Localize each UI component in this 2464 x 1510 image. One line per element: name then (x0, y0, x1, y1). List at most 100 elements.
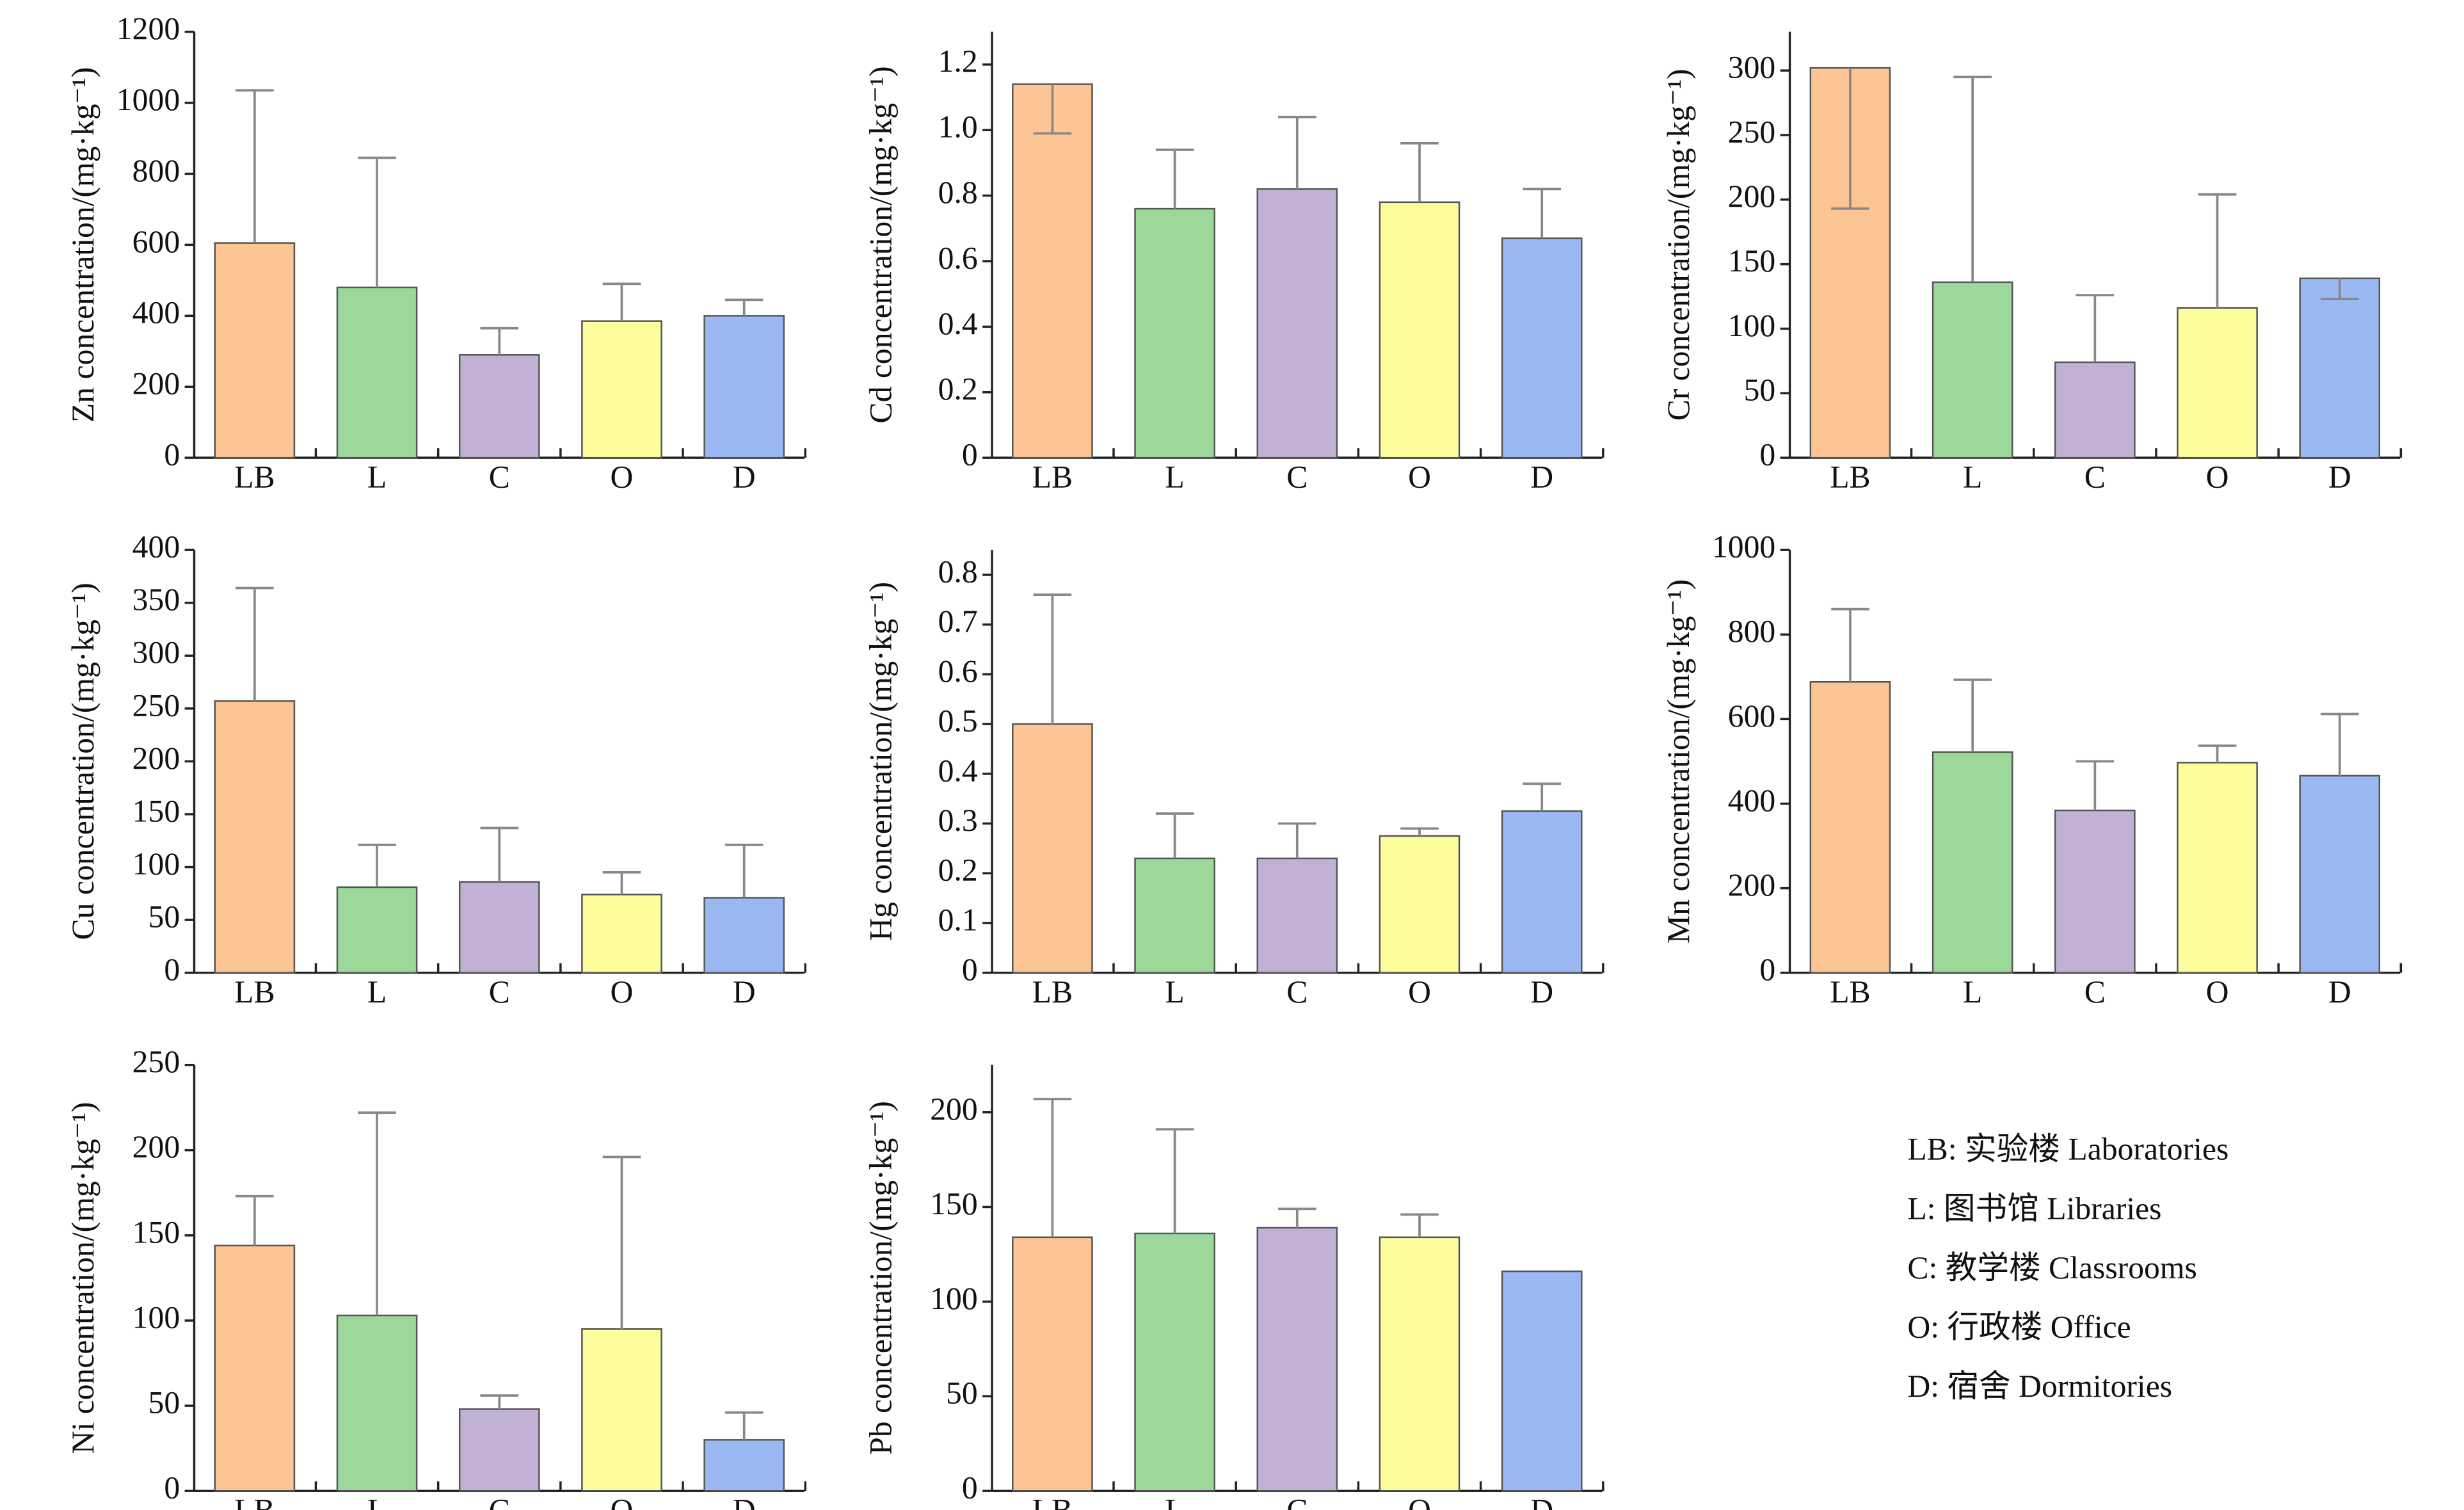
y-tick-label: 0.4 (938, 306, 978, 341)
y-tick-label: 100 (930, 1281, 977, 1316)
panel: 0 50 100 150 200 250 LB L C O D Ni concentration/(m… (65, 1044, 807, 1510)
legend-entry: LB: 实验楼 Laboratories (1907, 1132, 2228, 1167)
bar (703, 1439, 785, 1492)
legend-entry: O: 行政楼 Office (1907, 1310, 2131, 1345)
x-tick-label: O (2206, 974, 2229, 1009)
error-bar (1953, 679, 1992, 752)
bar (581, 1328, 662, 1492)
y-tick-label: 300 (132, 635, 180, 670)
bar (2054, 361, 2136, 459)
y-tick-label: 800 (1728, 614, 1775, 649)
x-tick-label: D (2328, 459, 2351, 494)
x-tick-label: LB (1830, 459, 1870, 494)
y-tick-label: 400 (1728, 783, 1775, 818)
y-tick-label: 400 (132, 529, 180, 565)
x-tick-label: C (1286, 1492, 1308, 1510)
y-tick-label: 0 (164, 1470, 180, 1506)
error-bar (358, 844, 396, 887)
bar (1932, 751, 2013, 974)
y-tick-label: 200 (132, 741, 180, 776)
bar (458, 1408, 540, 1492)
error-bar (1278, 115, 1316, 189)
bar (1012, 1236, 1093, 1492)
panel: 0 200 400 600 800 1000 1200 LB L C O D Zn concentrat… (65, 11, 807, 494)
x-tick-label: D (733, 1492, 756, 1510)
error-bar (1155, 1128, 1194, 1233)
panel: 0 0.2 0.4 0.6 0.8 1.0 1.2 LB L C O D Cd concentratio… (863, 31, 1604, 494)
y-tick-label: 600 (1728, 698, 1775, 734)
x-tick-label: C (489, 974, 510, 1009)
y-axis-label: Cu concentration/(mg·kg⁻¹) (65, 582, 100, 940)
y-tick-label: 50 (148, 899, 180, 935)
y-tick-label: 1200 (116, 11, 180, 46)
error-bar (602, 871, 641, 895)
bar (214, 1244, 296, 1492)
y-tick-label: 200 (930, 1091, 977, 1127)
bar (1134, 207, 1215, 459)
error-bar (2320, 712, 2359, 776)
error-bar (1033, 1098, 1072, 1237)
x-tick-label: D (1530, 459, 1553, 494)
legend: LB: 实验楼 Laboratories L: 图书馆 Libraries C: 教… (1907, 1132, 2228, 1404)
x-tick-label: D (733, 974, 756, 1009)
y-axis-label: Pb concentration/(mg·kg⁻¹) (863, 1101, 899, 1455)
y-tick-label: 0.4 (938, 753, 978, 788)
y-tick-label: 0.2 (938, 853, 978, 888)
x-tick-label: L (367, 1492, 387, 1510)
y-tick-label: 200 (1728, 179, 1775, 214)
panel: 0 0.1 0.2 0.3 0.4 0.5 0.6 0.7 0.8 LB L C O D Hg concen… (863, 550, 1604, 1009)
error-bar (1033, 84, 1072, 135)
bar (1012, 723, 1093, 974)
bar (1932, 281, 2013, 459)
y-tick-label: 600 (132, 224, 180, 259)
y-axis-label: Mn concentration/(mg·kg⁻¹) (1661, 579, 1696, 944)
x-tick-label: D (1530, 974, 1553, 1009)
error-bar (724, 1411, 764, 1440)
y-tick-label: 50 (1744, 373, 1776, 408)
bar (2177, 307, 2258, 459)
y-tick-label: 100 (1728, 308, 1775, 343)
x-tick-label: D (733, 459, 756, 494)
x-tick-label: O (2206, 459, 2229, 494)
bar (458, 354, 540, 459)
error-bar (1831, 607, 1869, 682)
y-tick-label: 1000 (116, 82, 180, 117)
bar (2299, 277, 2381, 459)
y-tick-label: 0.8 (938, 175, 978, 210)
x-tick-label: L (1165, 1492, 1184, 1510)
bar (581, 894, 662, 974)
error-bar (2076, 760, 2115, 811)
panel: 0 50 100 150 200 250 300 350 400 LB L C O D Cu concent… (65, 529, 807, 1009)
y-tick-label: 800 (132, 153, 180, 188)
bar (336, 286, 418, 459)
error-bar (2198, 744, 2237, 763)
y-tick-label: 100 (132, 1299, 180, 1335)
x-tick-label: C (489, 1492, 510, 1510)
panel: 0 50 100 150 200 LB L C O D Pb concentration/(mg·k… (863, 1064, 1604, 1510)
x-tick-label: C (489, 459, 510, 494)
bar (2299, 775, 2381, 974)
y-axis-label: Hg concentration/(mg·kg⁻¹) (863, 582, 899, 941)
bar (1134, 1232, 1215, 1492)
bar (581, 320, 662, 459)
y-tick-label: 0.7 (938, 604, 978, 639)
y-tick-label: 150 (132, 1214, 180, 1249)
y-tick-label: 0 (962, 437, 978, 472)
y-tick-label: 250 (132, 1044, 180, 1079)
x-tick-label: LB (1830, 974, 1870, 1009)
x-tick-label: L (1963, 459, 1982, 494)
x-tick-label: O (1408, 974, 1431, 1009)
error-bar (2076, 294, 2115, 362)
x-tick-label: C (1286, 459, 1308, 494)
y-tick-label: 100 (132, 846, 180, 881)
error-bar (1523, 782, 1562, 812)
y-tick-label: 1.0 (938, 109, 978, 145)
y-tick-label: 150 (1728, 243, 1775, 278)
y-axis-label: Cd concentration/(mg·kg⁻¹) (863, 66, 899, 423)
legend-entry: D: 宿舍 Dormitories (1907, 1369, 2172, 1404)
error-bar (236, 1194, 274, 1246)
x-tick-label: O (1408, 459, 1431, 494)
x-tick-label: D (1530, 1492, 1553, 1510)
x-tick-label: L (1165, 974, 1184, 1009)
x-tick-label: C (2084, 459, 2106, 494)
